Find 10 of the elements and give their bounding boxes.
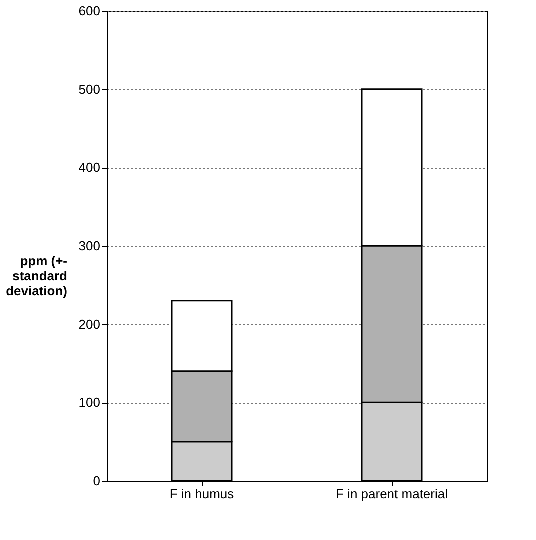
y-tick-label: 0	[93, 474, 100, 488]
y-tick-label: 400	[78, 160, 100, 176]
y-tick-label: 100	[78, 395, 100, 410]
y-tick-label: 200	[78, 316, 100, 332]
y-tick-label: 300	[78, 238, 100, 254]
y-tick-label: 600	[78, 4, 100, 18]
y-axis-title: ppm (+- standard deviation)	[6, 254, 68, 298]
y-tick-label: 500	[78, 82, 100, 97]
x-tick-label: F in humus	[170, 486, 235, 502]
x-tick-label: F in parent material	[336, 486, 448, 502]
